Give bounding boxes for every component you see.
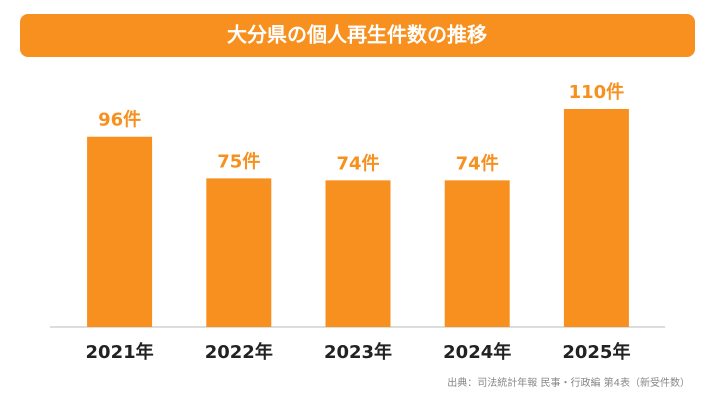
x-tick-label: 2023年 [324, 341, 392, 363]
x-tick-label: 2022年 [205, 341, 273, 363]
bar [325, 180, 391, 327]
value-label: 74件 [336, 152, 379, 174]
value-label: 74件 [456, 152, 499, 174]
x-tick-label: 2025年 [562, 341, 630, 363]
bar [206, 178, 272, 327]
value-label: 96件 [98, 109, 141, 131]
bar [563, 109, 629, 327]
x-tick-label: 2024年 [443, 341, 511, 363]
value-label: 75件 [217, 150, 260, 172]
bar [87, 136, 153, 327]
value-label: 110件 [569, 81, 625, 103]
chart-title: 大分県の個人再生件数の推移 [227, 23, 487, 47]
x-tick-label: 2021年 [86, 341, 154, 363]
source-note: 出典：司法統計年報 民事・行政編 第4表（新受件数） [447, 376, 690, 389]
title-banner [20, 14, 695, 57]
bar [444, 180, 510, 327]
